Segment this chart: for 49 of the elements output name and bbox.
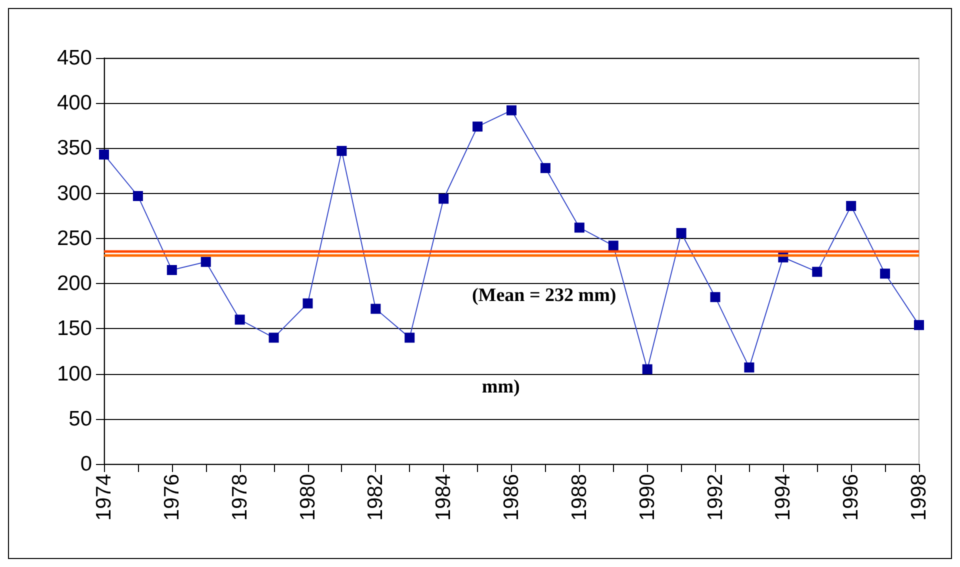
point (200, 256, 211, 267)
point (268, 332, 279, 343)
point (166, 265, 177, 276)
x-tick-label: 1998 (908, 474, 930, 521)
point (846, 200, 856, 211)
y-tick-label: 100 (56, 362, 92, 386)
y-tick-label: 350 (56, 136, 92, 160)
y-tick-label: 50 (68, 407, 92, 430)
point (336, 146, 347, 156)
point (676, 228, 686, 238)
point (99, 150, 109, 160)
y-tick-label: 0 (80, 452, 92, 476)
x-tick-label: 1976 (160, 474, 184, 521)
point (914, 320, 924, 330)
point (404, 332, 415, 343)
point (642, 364, 652, 374)
x-tick-label: 1984 (432, 474, 456, 521)
x-tick-label: 1974 (92, 474, 116, 521)
point (540, 163, 550, 174)
y-tick-label: 250 (56, 226, 92, 250)
point (608, 240, 618, 251)
point (574, 222, 584, 233)
x-tick-label: 1994 (772, 474, 795, 521)
x-tick-label: 1978 (228, 474, 252, 521)
point (812, 266, 822, 277)
point (744, 362, 754, 372)
point (438, 194, 449, 204)
y-tick-label: 300 (56, 182, 92, 205)
x-tick-label: 1982 (364, 474, 388, 521)
x-tick-label: 1992 (704, 474, 727, 521)
point (506, 105, 516, 116)
x-tick-label: 1996 (840, 474, 863, 521)
x-tick-label: 1986 (500, 474, 523, 521)
point (302, 298, 313, 308)
annotation: mm) (482, 376, 520, 398)
point (472, 122, 483, 132)
y-tick-label: 400 (56, 92, 92, 115)
point (710, 292, 720, 302)
point (370, 304, 381, 314)
y-tick-label: 200 (56, 272, 92, 296)
point (234, 314, 245, 325)
y-tick-label: 450 (56, 46, 92, 70)
x-tick-label: 1980 (296, 474, 320, 521)
y-tick-label: 150 (56, 317, 92, 340)
x-tick-label: 1988 (568, 474, 591, 521)
x-tick-label: 1990 (636, 474, 659, 521)
point (880, 268, 890, 279)
point (132, 191, 143, 202)
annotation: (Mean = 232 mm) (472, 285, 616, 306)
